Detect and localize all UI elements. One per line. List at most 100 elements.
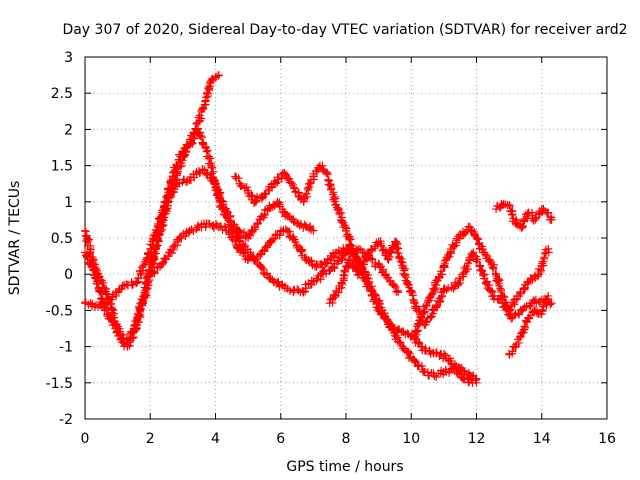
- trace-marker: [318, 263, 327, 272]
- x-tick-label: 14: [533, 431, 551, 447]
- trace-marker: [226, 217, 235, 226]
- trace-marker: [302, 189, 311, 198]
- trace-marker: [507, 210, 516, 219]
- trace-marker: [538, 259, 547, 268]
- trace-marker: [262, 269, 271, 278]
- trace-marker: [110, 320, 119, 329]
- trace-marker: [462, 227, 471, 236]
- trace-marker: [405, 349, 414, 358]
- trace-marker: [203, 168, 212, 177]
- trace-marker: [540, 253, 549, 262]
- trace-marker: [440, 349, 449, 358]
- trace-marker: [88, 265, 97, 274]
- trace-marker: [141, 288, 150, 297]
- trace-marker: [144, 271, 153, 280]
- trace-marker: [248, 191, 257, 200]
- y-tick-label: -1.5: [46, 376, 73, 392]
- trace-marker: [134, 311, 143, 320]
- trace-marker: [337, 256, 346, 265]
- trace-marker: [273, 279, 282, 288]
- trace-marker: [396, 257, 405, 266]
- x-tick-label: 6: [276, 431, 285, 447]
- trace-marker: [274, 175, 283, 184]
- y-tick-label: 2.5: [51, 86, 73, 102]
- trace-marker: [334, 288, 343, 297]
- trace-marker: [150, 268, 159, 277]
- data-point: [472, 375, 481, 384]
- data-point: [498, 291, 507, 300]
- trace-marker: [467, 372, 476, 381]
- trace-marker: [340, 267, 349, 276]
- series-trace-9: [505, 291, 553, 359]
- trace-marker: [420, 307, 429, 316]
- trace-marker: [144, 277, 153, 286]
- trace-marker: [140, 260, 149, 269]
- trace-marker: [202, 170, 211, 179]
- trace-marker: [517, 223, 526, 232]
- trace-marker: [398, 342, 407, 351]
- trace-marker: [133, 278, 142, 287]
- trace-marker: [267, 236, 276, 245]
- trace-marker: [330, 193, 339, 202]
- x-tick-label: 4: [211, 431, 220, 447]
- trace-marker: [257, 263, 266, 272]
- trace-marker: [542, 295, 551, 304]
- trace-marker: [394, 249, 403, 258]
- trace-marker: [446, 247, 455, 256]
- trace-marker: [518, 222, 527, 231]
- trace-marker: [337, 247, 346, 256]
- ticks: 0 2 4 6 8 10 12 14 16 -2 -1.5 -1 -0.5 0 0.5 1 1.5 2 2.5 3: [46, 50, 616, 447]
- trace-marker: [540, 249, 549, 258]
- trace-marker: [312, 276, 321, 285]
- trace-marker: [96, 287, 105, 296]
- trace-marker: [195, 111, 204, 120]
- trace-marker: [164, 252, 173, 261]
- trace-marker: [196, 131, 205, 140]
- trace-marker: [132, 279, 141, 288]
- x-tick-label: 0: [81, 431, 90, 447]
- trace-marker: [242, 183, 251, 192]
- trace-marker: [423, 368, 432, 377]
- y-tick-label: 1: [64, 195, 73, 211]
- trace-marker: [102, 289, 111, 298]
- y-tick-label: 0.5: [51, 231, 73, 247]
- trace-marker: [164, 198, 173, 207]
- series-trace-3: [81, 165, 403, 311]
- trace-marker: [246, 231, 255, 240]
- data-point: [260, 190, 269, 199]
- trace-marker: [147, 244, 156, 253]
- trace-marker: [232, 241, 241, 250]
- x-axis-label: GPS time / hours: [286, 459, 403, 475]
- trace-marker: [207, 76, 216, 85]
- trace-marker: [350, 249, 359, 258]
- trace-marker: [257, 194, 266, 203]
- trace-marker: [143, 253, 152, 262]
- trace-marker: [496, 288, 505, 297]
- trace-marker: [202, 93, 211, 102]
- trace-marker: [160, 201, 169, 210]
- trace-marker: [505, 201, 514, 210]
- trace-marker: [509, 298, 518, 307]
- data-point: [472, 234, 481, 242]
- trace-marker: [455, 274, 464, 283]
- trace-marker: [404, 354, 413, 362]
- data-point: [544, 244, 553, 253]
- trace-marker: [284, 212, 293, 221]
- trace-marker: [360, 276, 369, 285]
- trace-marker: [122, 280, 131, 289]
- series-trace-8: [492, 200, 556, 232]
- trace-marker: [477, 265, 486, 274]
- trace-marker: [138, 300, 147, 309]
- series-trace-5: [231, 161, 481, 384]
- y-tick-label: 2: [64, 122, 73, 138]
- trace-marker: [490, 291, 499, 300]
- trace-marker: [493, 277, 502, 286]
- trace-marker: [454, 280, 463, 289]
- y-axis-label: SDTVAR / TECUs: [7, 181, 23, 296]
- trace-marker: [252, 198, 261, 207]
- data-point: [505, 306, 514, 315]
- trace-marker: [489, 263, 498, 272]
- trace-marker: [440, 261, 449, 270]
- data-point: [309, 226, 318, 235]
